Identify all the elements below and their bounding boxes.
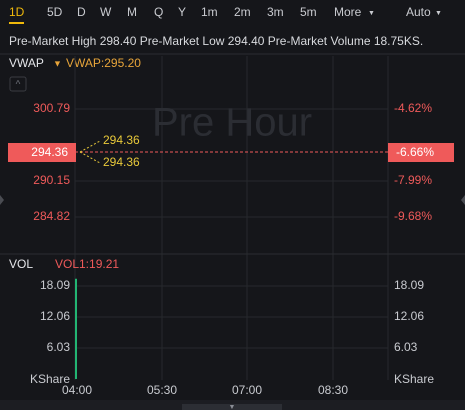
tab[interactable]: 1D — [9, 5, 25, 19]
tab[interactable]: D — [77, 5, 86, 19]
tab[interactable]: More — [334, 5, 362, 19]
collapse-button[interactable] — [9, 76, 27, 92]
tab[interactable]: Auto — [406, 5, 431, 19]
volume-tick-right: 12.06 — [394, 309, 424, 323]
current-change: -6.66% — [396, 145, 434, 159]
indicator-name[interactable]: VWAP — [9, 56, 44, 70]
time-label: 05:30 — [147, 383, 177, 397]
price-label: 290.15 — [33, 173, 70, 187]
collapse-icon[interactable]: ^ — [16, 80, 21, 91]
current-price: 294.36 — [31, 145, 68, 159]
price-panel: 300.79 290.15 284.82 -4.62% -7.99% -9.68% 294.… — [8, 101, 454, 223]
current-price-box — [8, 143, 76, 162]
volume-tick-left: 12.06 — [40, 309, 70, 323]
premarket-info: Pre-Market High 298.40 Pre-Market Low 29… — [9, 34, 423, 48]
price-label: 300.79 — [33, 101, 70, 115]
scroll-handle[interactable] — [182, 404, 282, 410]
active-tab-underline — [9, 22, 24, 24]
indicator-value: VWAP:295.20 — [66, 56, 141, 70]
volume-tick-right: 18.09 — [394, 278, 424, 292]
tab[interactable]: 3m — [267, 5, 284, 19]
volume-bar — [75, 278, 77, 379]
time-label: 08:30 — [318, 383, 348, 397]
volume-tick-left: 18.09 — [40, 278, 70, 292]
volume-unit: KShare — [30, 372, 70, 386]
watermark: Pre Hour — [152, 101, 312, 145]
change-label: -7.99% — [394, 173, 432, 187]
volume-panel: 18.09 18.09 12.06 12.06 6.03 6.03 KShare KShare… — [30, 278, 434, 397]
tab[interactable]: 5m — [300, 5, 317, 19]
tab[interactable]: 5D — [47, 5, 63, 19]
tab-caret[interactable]: ▼ — [435, 10, 442, 17]
tab[interactable]: 1m — [201, 5, 218, 19]
current-change-box — [388, 143, 454, 162]
tab[interactable]: 2m — [234, 5, 251, 19]
tab[interactable]: W — [100, 5, 112, 19]
volume-unit: KShare — [394, 372, 434, 386]
change-label: -9.68% — [394, 209, 432, 223]
time-label: 07:00 — [232, 383, 262, 397]
volume-indicator-name[interactable]: VOL — [9, 257, 33, 271]
scroll-arrow[interactable]: ▼ — [229, 404, 236, 410]
price-label: 284.82 — [33, 209, 70, 223]
time-label: 04:00 — [62, 383, 92, 397]
volume-tick-right: 6.03 — [394, 340, 418, 354]
volume-tick-left: 6.03 — [47, 340, 71, 354]
tab[interactable]: M — [127, 5, 137, 19]
tab[interactable]: Q — [154, 5, 163, 19]
volume-indicator-value: VOL1:19.21 — [55, 257, 119, 271]
tab-caret[interactable]: ▼ — [368, 10, 375, 17]
tooltip-value: 294.36 — [103, 155, 140, 169]
indicator-toggle[interactable]: ▼ — [53, 58, 62, 68]
tab[interactable]: Y — [178, 5, 186, 19]
grid — [74, 56, 389, 380]
timeframe-tabs: 1D 5D D W M Q Y 1m 2m 3m 5m More ▼ Auto ▼ — [9, 5, 442, 24]
change-label: -4.62% — [394, 101, 432, 115]
tooltip-value: 294.36 — [103, 133, 140, 147]
